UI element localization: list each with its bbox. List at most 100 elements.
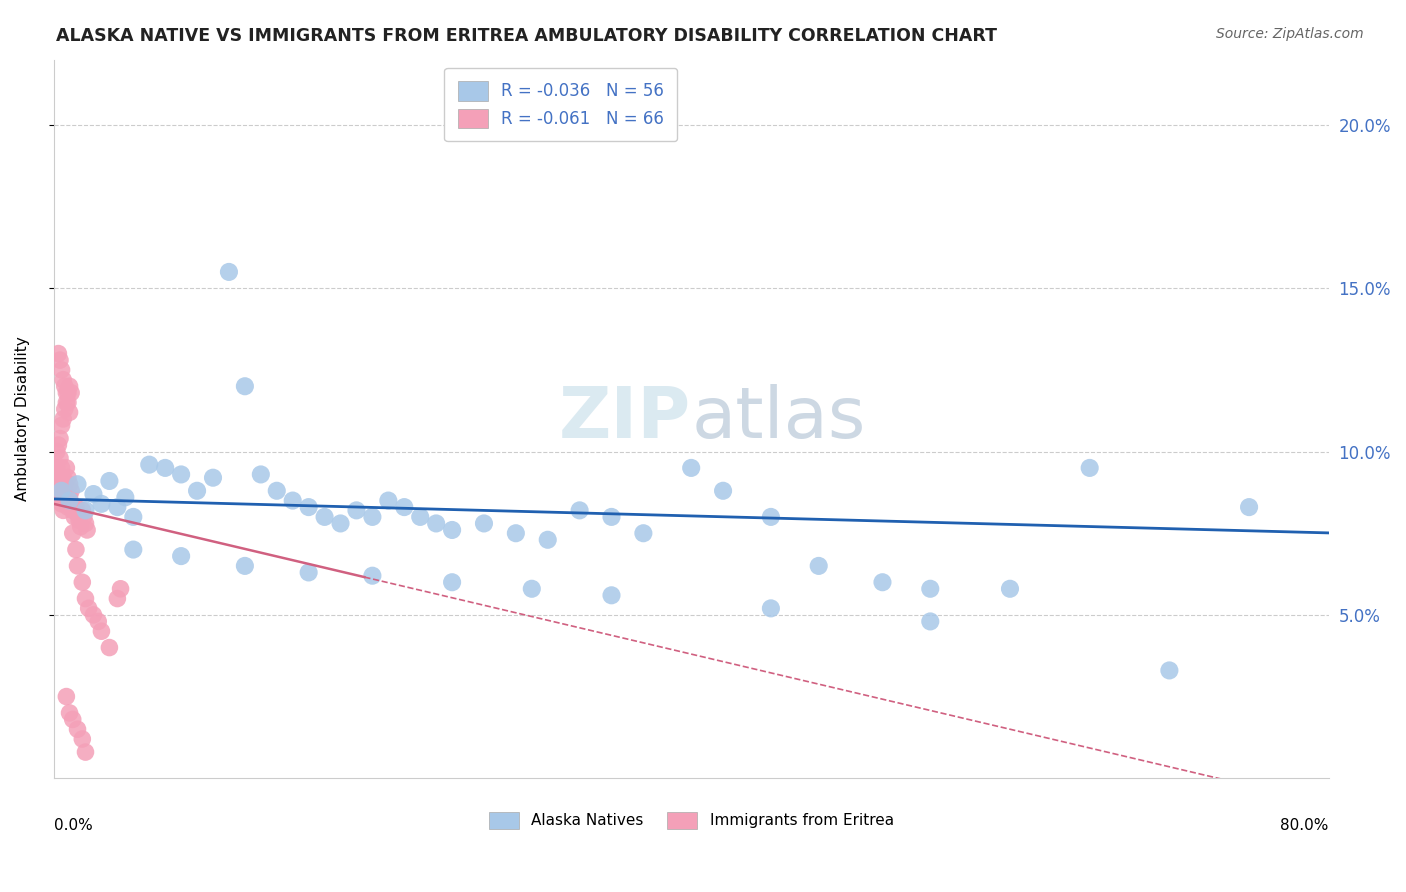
Point [110,582,132,596]
Point [600,509,623,524]
Point [62,713,84,727]
Point [537,533,560,547]
Point [58,477,80,491]
Point [759,509,782,524]
Point [73,509,96,524]
Point [72,575,94,590]
Point [48,346,70,360]
Point [1237,500,1260,515]
Point [505,526,527,541]
Point [60,497,83,511]
Point [58,379,80,393]
Point [759,601,782,615]
Legend: Alaska Natives, Immigrants from Eritrea: Alaska Natives, Immigrants from Eritrea [482,805,900,835]
Point [281,493,304,508]
Point [63,509,86,524]
Point [58,706,80,720]
Point [377,493,399,508]
Point [49,432,72,446]
Point [55,395,77,409]
Point [920,615,942,629]
Point [45,444,67,458]
Point [568,503,591,517]
Y-axis label: Ambulatory Disability: Ambulatory Disability [15,336,30,501]
Point [55,493,77,508]
Point [49,491,72,505]
Point [441,523,464,537]
Point [872,575,894,590]
Point [1159,664,1181,678]
Point [233,558,256,573]
Point [56,395,79,409]
Point [52,503,75,517]
Point [681,461,703,475]
Point [87,615,110,629]
Point [807,558,830,573]
Point [45,483,67,498]
Point [472,516,495,531]
Point [69,519,91,533]
Point [56,471,79,485]
Text: 80.0%: 80.0% [1281,818,1329,833]
Point [114,491,136,505]
Point [1078,461,1101,475]
Point [361,509,384,524]
Point [298,500,321,515]
Point [520,582,543,596]
Point [48,477,70,491]
Point [53,379,76,393]
Point [58,405,80,419]
Point [51,418,73,433]
Point [60,483,83,498]
Point [55,690,77,704]
Point [266,483,288,498]
Text: atlas: atlas [692,384,866,453]
Point [65,500,87,515]
Point [600,588,623,602]
Point [138,458,160,472]
Text: 0.0%: 0.0% [53,818,93,833]
Point [233,379,256,393]
Point [55,385,77,400]
Point [186,483,208,498]
Point [62,526,84,541]
Point [82,607,104,622]
Point [45,461,67,475]
Point [201,471,224,485]
Point [67,513,90,527]
Point [98,640,121,655]
Point [75,591,97,606]
Point [98,474,121,488]
Point [346,503,368,517]
Point [441,575,464,590]
Point [55,461,77,475]
Point [72,732,94,747]
Point [52,373,75,387]
Point [48,438,70,452]
Point [250,467,273,482]
Point [60,385,83,400]
Point [58,493,80,508]
Point [90,497,112,511]
Point [170,549,193,563]
Point [314,509,336,524]
Point [409,509,432,524]
Point [66,558,89,573]
Point [51,497,73,511]
Point [122,509,145,524]
Point [298,566,321,580]
Point [425,516,447,531]
Point [62,503,84,517]
Point [58,491,80,505]
Point [66,723,89,737]
Point [394,500,416,515]
Point [361,568,384,582]
Point [48,467,70,482]
Text: ALASKA NATIVE VS IMMIGRANTS FROM ERITREA AMBULATORY DISABILITY CORRELATION CHART: ALASKA NATIVE VS IMMIGRANTS FROM ERITREA… [56,27,997,45]
Point [90,624,112,639]
Point [77,601,100,615]
Point [633,526,655,541]
Point [153,461,176,475]
Text: Source: ZipAtlas.com: Source: ZipAtlas.com [1216,27,1364,41]
Point [218,265,240,279]
